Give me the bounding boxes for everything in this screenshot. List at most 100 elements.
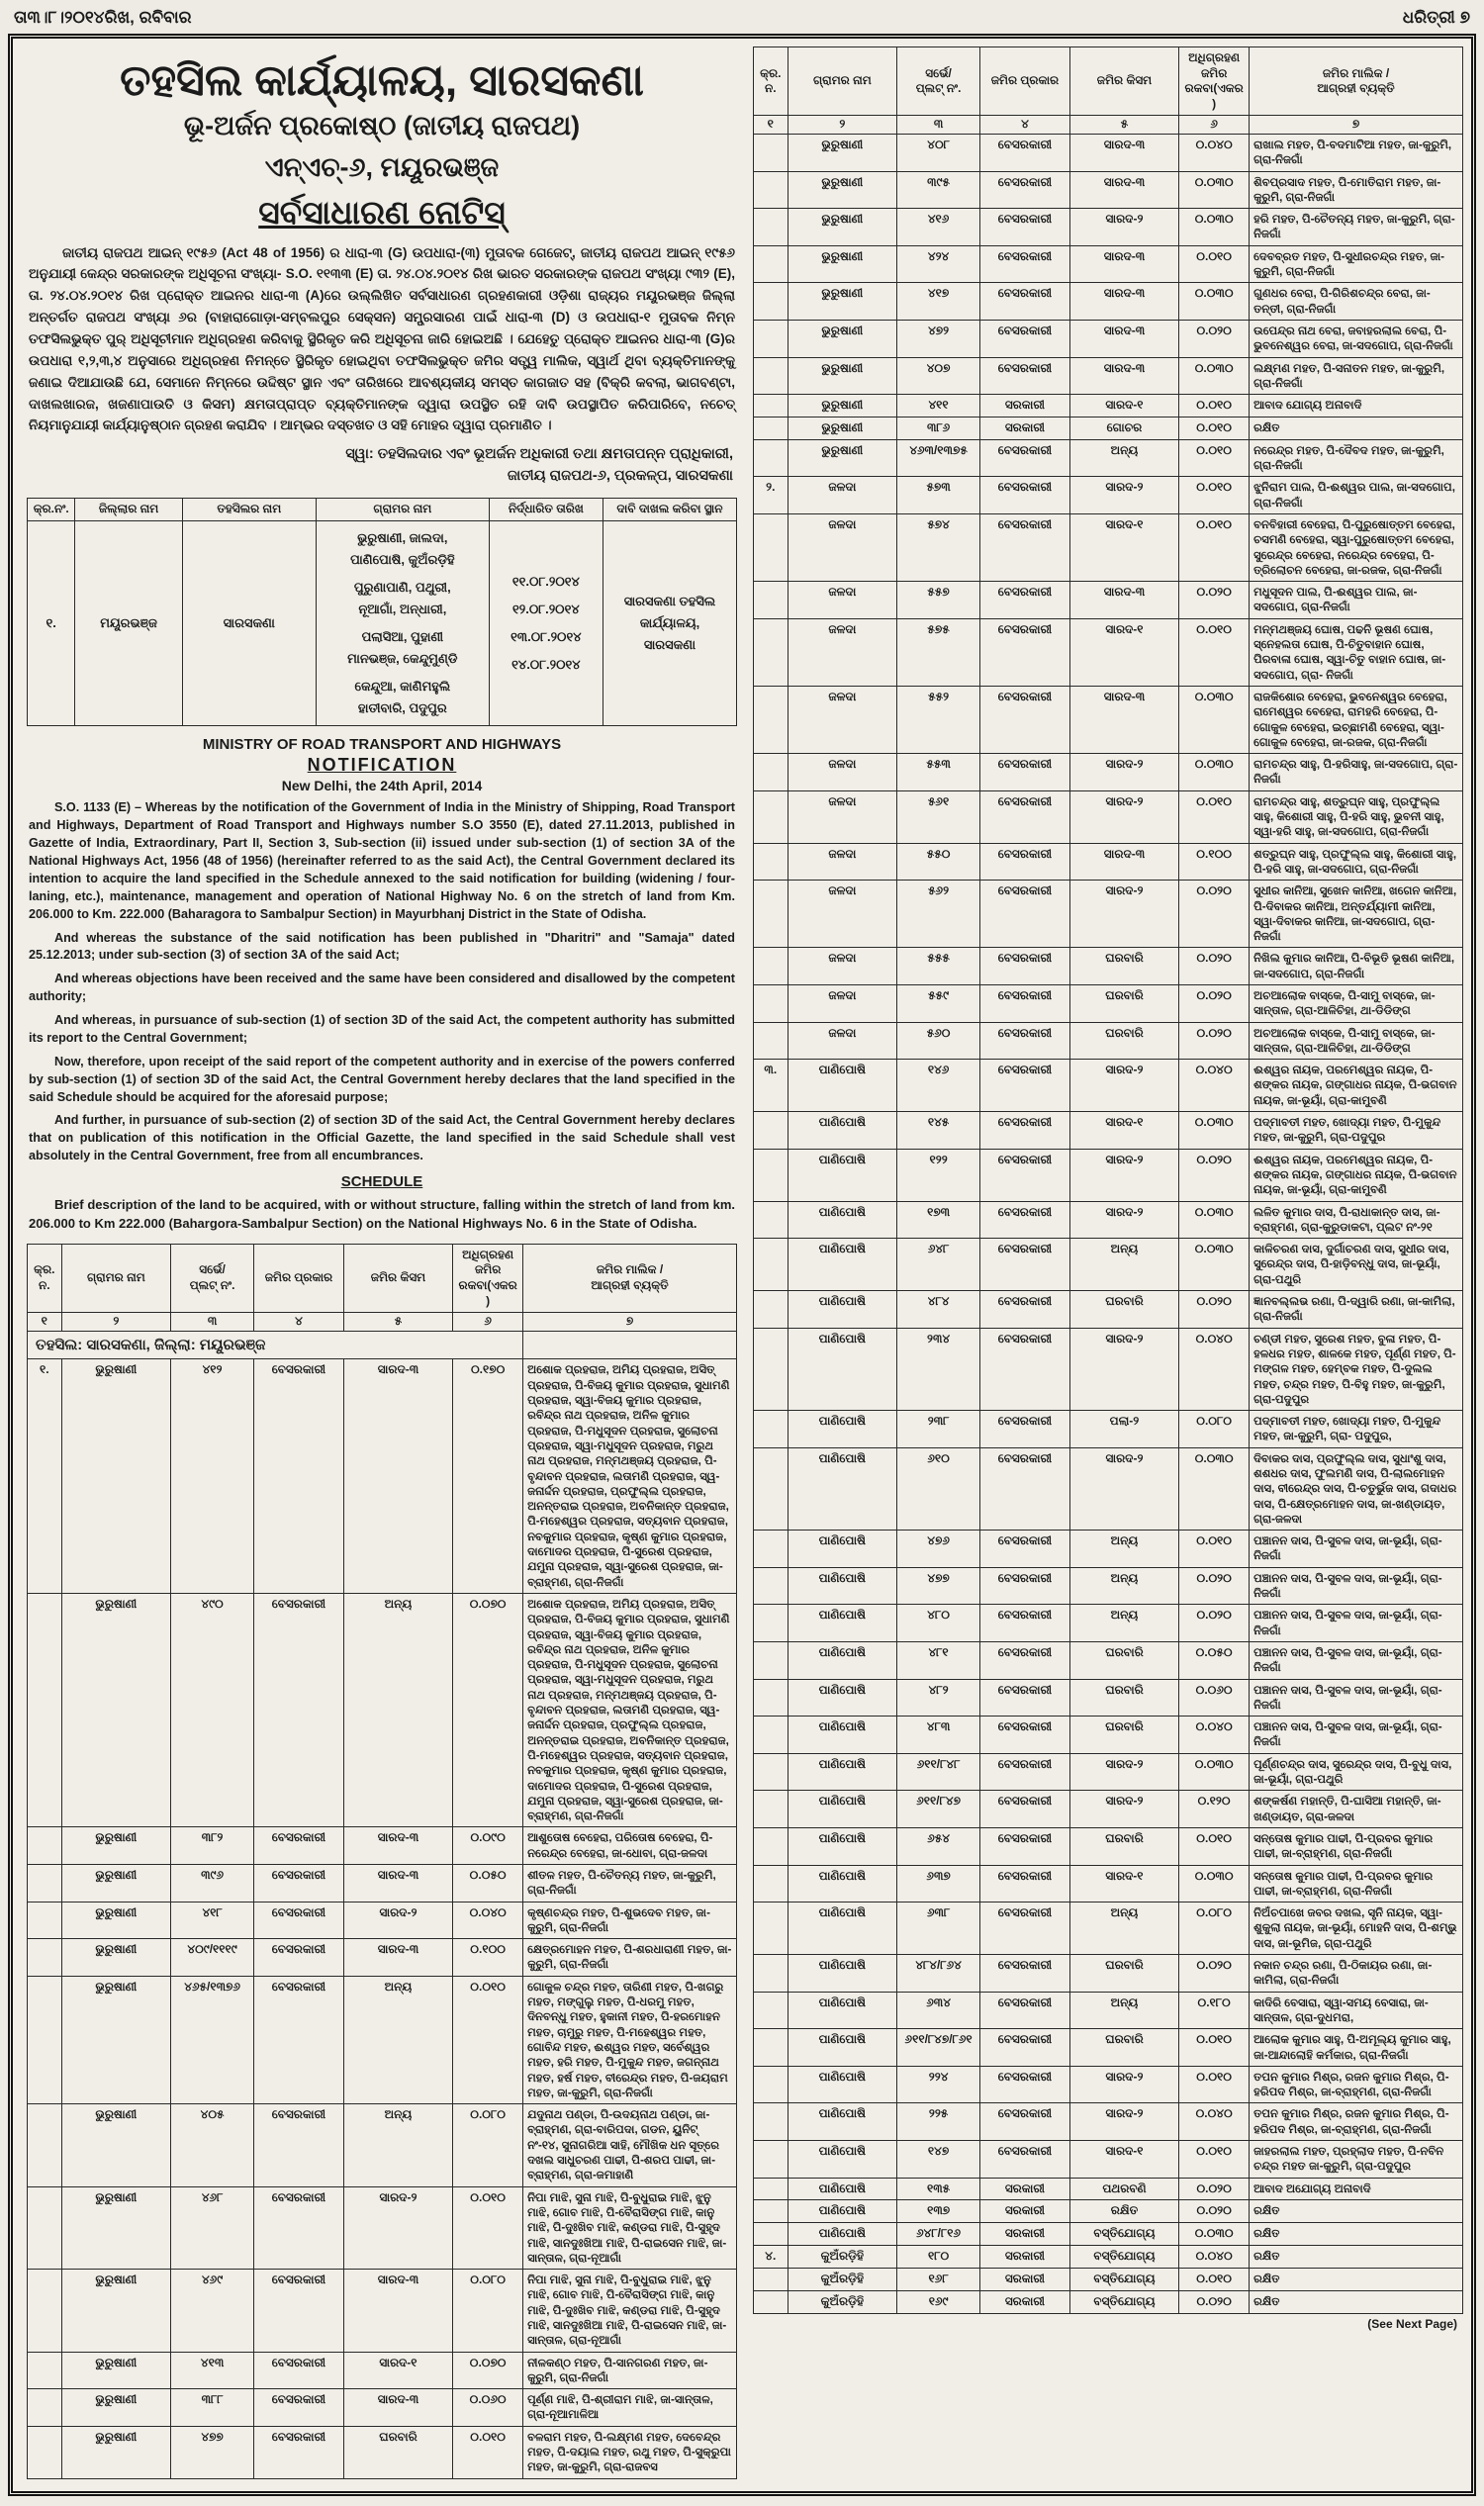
cell-plot: ୨୨୫ — [896, 2102, 981, 2141]
cell-village: ଜଳଦା — [787, 880, 898, 949]
cell-type: ବେସରକାରୀ — [253, 2103, 344, 2187]
cell-kisam: ଅନ୍ୟ — [1068, 1530, 1180, 1568]
cell-kisam: ସାରଦ-୩ — [1068, 685, 1180, 755]
cell-type: ବେସରକାରୀ — [253, 1863, 344, 1903]
table-row: ଭୁରୁଷାଣୀ ୪୦୯/୧୧୧୯ ବେସରକାରୀ ସାରଦ-୩ ୦.୧୦୦ କ୍ଷେତ… — [27, 1938, 737, 1977]
cell-area: ୦.୦୨୦ — [1178, 1566, 1251, 1606]
cell-sl — [27, 1826, 62, 1865]
cell-owner: ଦେବବ୍ରତ ମହତ, ପି-ସୁଧୀରଚନ୍ଦ୍ର ମହତ, ଜା-କୁରୁ… — [1249, 244, 1463, 284]
cell-type: ବେସରକାରୀ — [979, 438, 1070, 478]
cell-kisam: ସାରଦ-୩ — [1068, 170, 1180, 210]
cell-type: ସରକାରୀ — [979, 2245, 1070, 2269]
table-header-row: କ୍ର.ନଂ. ଜିଲ୍ଲାର ନାମ ତହସିଲର ନାମ ଗ୍ରାମର ନା… — [26, 497, 738, 521]
cell-kisam: ସାରଦ-୩ — [1068, 244, 1180, 284]
cell-sl — [753, 512, 788, 583]
cell-kisam: ପଲା-୨ — [1068, 1410, 1180, 1448]
see-next-page-note: (See Next Page) — [1367, 2316, 1457, 2331]
cell-area: ୦.୦୮୦ — [452, 2269, 524, 2353]
village-group: କେନ୍ଦୁଆ, କାଣିମହୁଲି ହାତୀବାରି, ପଦୁପୁର — [354, 679, 451, 716]
cell-plot: ୪୭୨ — [896, 319, 981, 358]
col-header-kisam: ଜମିର କିସମ — [1068, 46, 1180, 117]
cell-plot: ୫୫୨ — [896, 685, 981, 755]
cell-type: ବେସରକାରୀ — [253, 2185, 344, 2271]
land-table-header: କ୍ର. ନ. ଗ୍ରାମର ନାମ ସର୍ଭେ/ ପ୍ଲଟ୍ ନଂ. ଜମିର… — [753, 46, 1463, 135]
cell-sl — [753, 1604, 788, 1642]
cell-type: ବେସରକାରୀ — [979, 947, 1070, 985]
cell-type: ବେସରକାରୀ — [979, 2139, 1070, 2179]
cell-plot: ୪୭୭ — [170, 2425, 255, 2479]
cell-area: ୦.୦୨୦ — [1178, 880, 1251, 949]
cell-area: ୦.୧୮୦ — [1178, 1991, 1251, 2030]
cell-sl — [27, 1938, 62, 1977]
cell-owner: ନିପା ମାଝି, ସୁନା ମାଝି, ପି-ବୁଧୁରାଇ ମାଝି, ଝ… — [522, 2185, 737, 2271]
cell-type: ବେସରକାରୀ — [979, 170, 1070, 210]
cell-type: ସରକାରୀ — [979, 416, 1070, 440]
cell-kisam: ଘରବାରି — [1068, 2028, 1180, 2067]
cell-plot: ୫୬୦ — [896, 1021, 981, 1061]
col-header-area: ଅଧିଗ୍ରହଣ ଜମିର ରକବା(ଏକର) — [1178, 46, 1251, 117]
claim-date: ୧୧.୦୮.୨୦୧୪ — [511, 573, 580, 589]
cell-plot: ୪୮୧ — [896, 1640, 981, 1680]
table-row: ପାଣିପୋଷି ୪୮୪/୮୬୪ ବେସରକାରୀ ଘରବାରି ୦.୦୨୦ ନକାନ ଚ… — [753, 1954, 1463, 1993]
cell-owner: କୃଷ୍ଣଚନ୍ଦ୍ର ମହତ, ପି-ଶୁଭଦେବ ମହତ, ଜା-କୁରୁମ… — [522, 1901, 737, 1940]
cell-type: ବେସରକାରୀ — [979, 880, 1070, 949]
cell-area: ୦.୦୪୦ — [452, 1901, 524, 1940]
table-row: ଜଳଦା ୫୫୨ ବେସରକାରୀ ସାରଦ-୩ ୦.୦୩୦ ରାଜକିଶୋର ବେହେର… — [753, 685, 1463, 755]
cell-village: ଜଳଦା — [787, 617, 898, 687]
cell-kisam: ସାରଦ-୨ — [1068, 1059, 1180, 1113]
cell-sl — [753, 1902, 788, 1956]
cell-kisam: ଅନ୍ୟ — [1068, 1604, 1180, 1642]
cell-owner: ପୂର୍ଣ୍ଣ ମାଝି, ପି-ଶ୍ରୀରାମ ମାଝି, ଜା-ସାନ୍ତା… — [522, 2388, 737, 2427]
cell-kisam: ସାରଦ-୩ — [342, 1938, 454, 1977]
table-row: ପାଣିପୋଷି ୨୩୮ ବେସରକାରୀ ପଲା-୨ ୦.୦୮୦ ପଦ୍ମାବତୀ ମହ… — [753, 1410, 1463, 1448]
cell-place: ସାରସକଣା ତହସିଲ କାର୍ଯ୍ୟାଳୟ, ସାରସକଣା — [602, 519, 738, 727]
cell-plot: ୩୮୨ — [170, 1826, 255, 1865]
cell-sl — [753, 2222, 788, 2247]
cell-owner: ଶିବପ୍ରସାଦ ମହତ, ପି-ମୋତିରାମ ମହତ, ଜା-କୁରୁମି… — [1249, 170, 1463, 210]
col-number: ୪ — [253, 1312, 344, 1332]
cell-sl — [753, 1752, 788, 1792]
cell-sl — [753, 1991, 788, 2030]
cell-owner: ପଞ୍ଚାନନ ଦାସ, ପି-ସୁବଳ ଦାସ, ଜା-ଭୂୟାଁ, ଗ୍ରା… — [1249, 1530, 1463, 1568]
cell-kisam: ଅନ୍ୟ — [1068, 1238, 1180, 1292]
column-number-row: ୧ ୨ ୩ ୪ ୫ ୬ ୭ — [27, 1312, 737, 1332]
cell-plot: ୧୪୬ — [896, 1059, 981, 1113]
table-row: ଭୁରୁଷାଣୀ ୩୮୨ ବେସରକାରୀ ସାରଦ-୩ ୦.୦୯୦ ଆଶୁତୋଷ ବେହ… — [27, 1826, 737, 1865]
col-number: ୧ — [753, 115, 788, 135]
cell-owner: ଈଶ୍ୱର ନାୟକ, ପରମେଶ୍ୱର ନାୟକ, ପି-ଶଙ୍କର ନାୟକ… — [1249, 1059, 1463, 1113]
cell-area: ୦.୦୧୦ — [1178, 244, 1251, 284]
notification-paragraph: And whereas the substance of the said no… — [29, 930, 735, 963]
cell-area: ୦.୧୦୦ — [452, 1938, 524, 1977]
notification-paragraph: And whereas objections have been receive… — [29, 972, 735, 1004]
cell-village: ଭୁରୁଷାଣୀ — [787, 170, 898, 210]
schedule-heading: SCHEDULE — [340, 1173, 423, 1191]
table-row: ଭୁରୁଷାଣୀ ୩୮୮ ବେସରକାରୀ ସାରଦ-୩ ୦.୦୬୦ ପୂର୍ଣ୍ଣ ମା… — [27, 2388, 737, 2427]
col-number: ୩ — [896, 115, 981, 135]
cell-village: ଜଳଦା — [787, 476, 898, 514]
cell-village: ଭୁରୁଷାଣୀ — [787, 282, 898, 321]
cell-village: ଭୁରୁଷାଣୀ — [60, 1938, 172, 1977]
cell-village: ଭୁରୁଷାଣୀ — [60, 2351, 172, 2390]
cell-owner: ଗୁଣଧର ବେରା, ପି-ଗିରିଶଚନ୍ଦ୍ର ବେରା, ଜା-ତନ୍ତ… — [1249, 282, 1463, 321]
cell-plot: ୪୮୪/୮୬୪ — [896, 1954, 981, 1993]
col-number: ୩ — [170, 1312, 255, 1332]
cell-owner: ରାମଚନ୍ଦ୍ର ସାହୁ, ଶତ୍ରୁଘ୍ନ ସାହୁ, ପ୍ରଫୁଲ୍ଲ … — [1249, 789, 1463, 844]
notification-heading: NOTIFICATION — [307, 755, 457, 776]
cell-sl — [753, 282, 788, 321]
cell-area: ୦.୦୮୦ — [1178, 1410, 1251, 1448]
cell-village: ଭୁରୁଷାଣୀ — [787, 356, 898, 396]
cell-kisam: ସାରଦ-୧ — [1068, 617, 1180, 687]
page-topbar: ତା୩।୮।୨୦୧୪ରିଖ, ରବିବାର ଧରିତ୍ରୀ ୭ — [8, 6, 1476, 34]
signature-line-2: ଜାତୀୟ ରାଜପଥ-୬, ପ୍ରକଳ୍ପ, ସାରସକଣା — [507, 468, 733, 485]
cell-village: ଭୁରୁଷାଣୀ — [60, 1826, 172, 1865]
cell-type: ବେସରକାରୀ — [979, 319, 1070, 358]
cell-village: ଭୁରୁଷାଣୀ — [60, 2185, 172, 2271]
cell-village: ଜଳଦା — [787, 1021, 898, 1061]
cell-area: ୦.୦୩୦ — [1178, 282, 1251, 321]
cell-village: ଭୁରୁଷାଣୀ — [60, 2269, 172, 2353]
cell-plot: ୫୫୯ — [896, 983, 981, 1023]
cell-owner: ନିଖିଲ କୁମାର କାନିଆ, ପି-ବିଭୂତି ଭୂଷଣ କାନିଆ,… — [1249, 947, 1463, 985]
col-number: ୨ — [787, 115, 898, 135]
cell-village: ଭୁରୁଷାଣୀ — [60, 1975, 172, 2105]
table-row: ପାଣିପୋଷି ୪୭୭ ବେସରକାରୀ ଅନ୍ୟ ୦.୦୨୦ ପଞ୍ଚାନନ ଦାସ,… — [753, 1566, 1463, 1606]
